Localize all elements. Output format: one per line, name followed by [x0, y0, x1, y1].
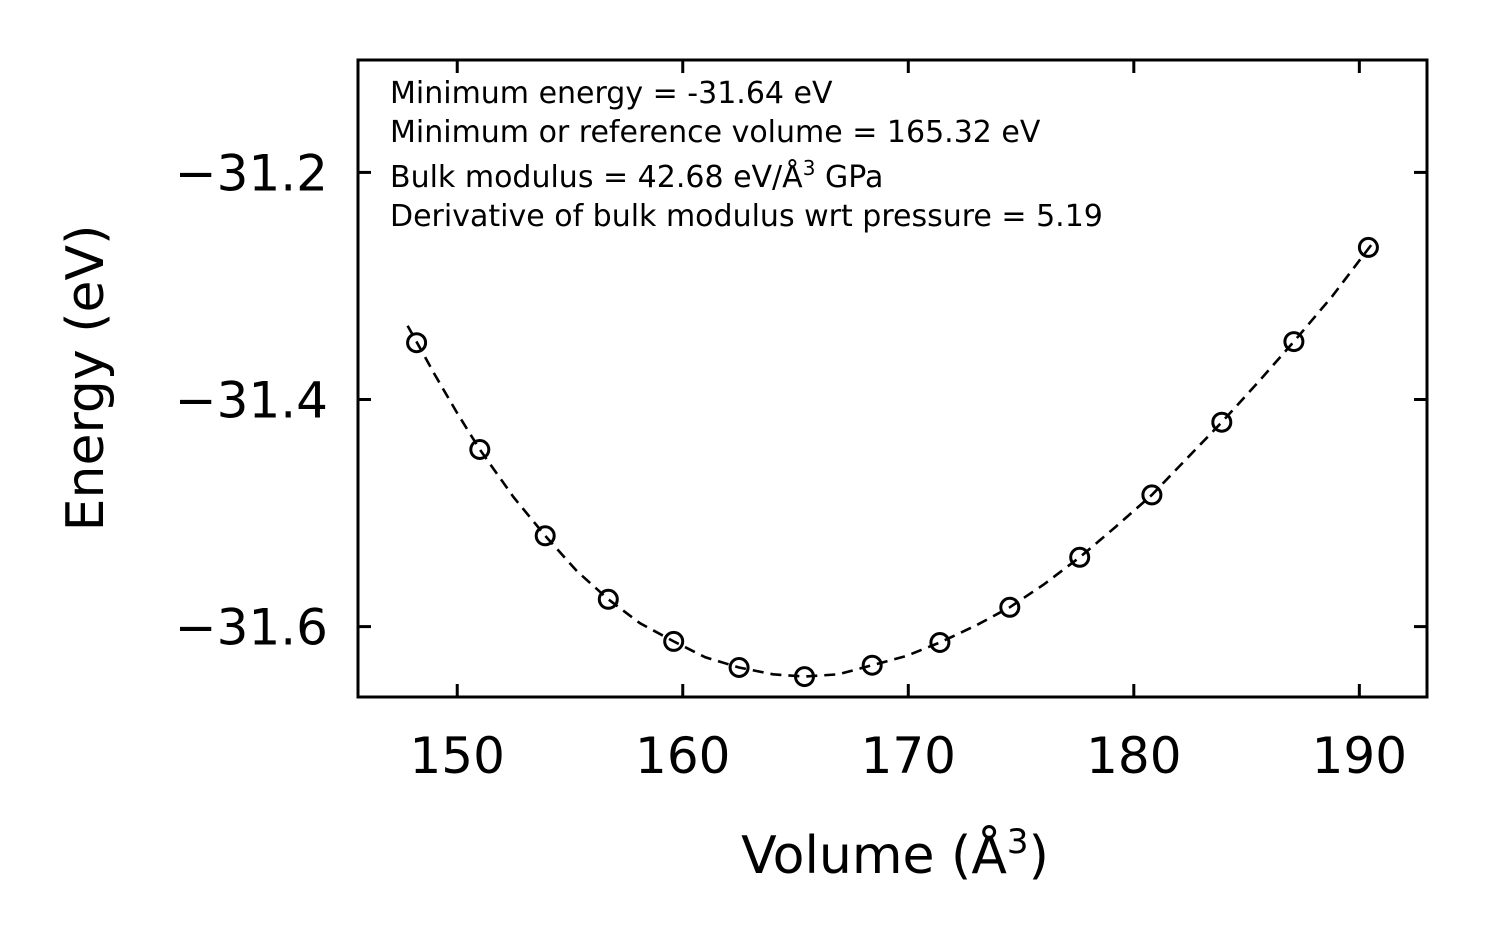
x-axis-label-main: Volume (Å — [741, 824, 1007, 886]
data-point — [861, 654, 883, 676]
data-point — [794, 666, 815, 688]
x-axis-label-tail: ) — [1029, 826, 1049, 886]
data-point — [663, 630, 685, 652]
data-point — [1283, 331, 1305, 353]
data-points — [406, 236, 1379, 688]
y-axis-ticks: −31.2 −31.4 −31.6 — [175, 144, 1427, 657]
data-point — [1069, 546, 1091, 568]
plot-frame — [356, 58, 1429, 699]
annotation-bulk-modulus: Bulk modulus = 42.68 eV/Å3 GPa — [390, 156, 883, 195]
annotation-min-energy: Minimum energy = -31.64 eV — [390, 76, 833, 111]
y-tick-label: −31.2 — [175, 144, 328, 202]
y-tick-label: −31.4 — [175, 372, 328, 430]
data-point — [469, 439, 491, 460]
data-point — [534, 525, 556, 547]
annotation-bulk-modulus-sup: 3 — [803, 156, 816, 180]
fit-annotations: Minimum energy = -31.64 eV Minimum or re… — [390, 76, 1103, 234]
data-point — [406, 332, 428, 354]
annotation-bulk-modulus-tail: GPa — [815, 160, 883, 195]
x-tick-label: 180 — [1086, 727, 1181, 785]
x-axis-ticks: 150 160 170 180 190 — [410, 60, 1407, 785]
data-point — [597, 588, 619, 610]
x-tick-label: 190 — [1312, 727, 1407, 785]
annotation-min-volume: Minimum or reference volume = 165.32 eV — [390, 115, 1041, 150]
x-tick-label: 160 — [635, 727, 730, 785]
x-tick-label: 150 — [410, 727, 505, 785]
x-tick-label: 170 — [861, 727, 956, 785]
data-point — [728, 657, 750, 678]
data-point — [929, 632, 951, 653]
x-axis-label: Volume (Å3) — [741, 822, 1049, 886]
y-tick-label: −31.6 — [175, 599, 328, 657]
data-point — [1141, 484, 1163, 506]
data-point — [1357, 236, 1379, 258]
annotation-bulk-modulus-derivative: Derivative of bulk modulus wrt pressure … — [390, 199, 1103, 234]
annotation-bulk-modulus-main: Bulk modulus = 42.68 eV/Å — [390, 159, 803, 195]
data-point — [1211, 411, 1233, 433]
y-axis-label: Energy (eV) — [56, 225, 116, 532]
x-axis-label-sup: 3 — [1007, 822, 1029, 862]
data-point — [999, 596, 1021, 618]
